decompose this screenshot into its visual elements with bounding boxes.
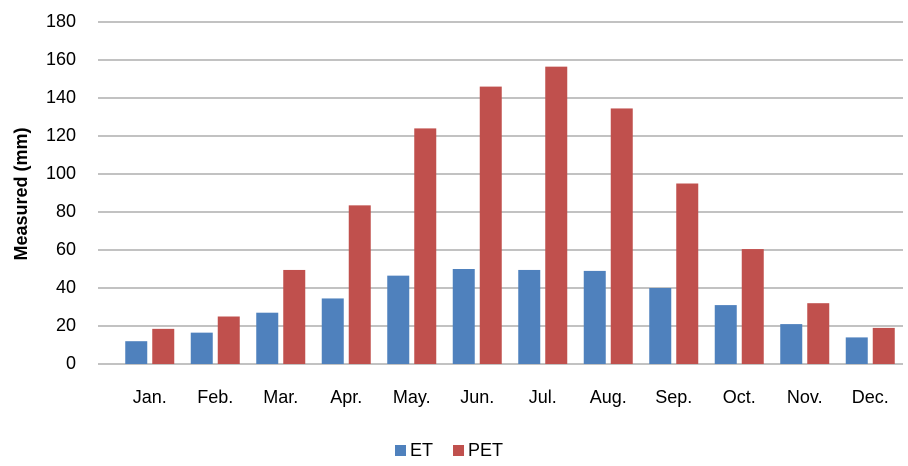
bar [414,128,437,364]
x-tick-label: Dec. [852,387,889,407]
bar [714,305,737,364]
bar [348,205,371,364]
bar [676,183,699,364]
legend-label: ET [410,440,433,460]
bar [545,66,568,365]
y-tick-label: 120 [46,125,76,145]
y-axis-title: Measured (mm) [11,127,31,260]
x-tick-label: Aug. [590,387,627,407]
y-tick-label: 100 [46,163,76,183]
bar [741,249,764,364]
x-tick-label: Jan. [133,387,167,407]
y-tick-label: 180 [46,11,76,31]
x-tick-label: Jun. [460,387,494,407]
bar [256,312,279,364]
bar [872,327,895,364]
x-tick-label: May. [393,387,431,407]
x-tick-label: Apr. [330,387,362,407]
bar [125,341,148,364]
x-tick-label: Oct. [723,387,756,407]
x-tick-label: Sep. [655,387,692,407]
y-tick-label: 40 [56,277,76,297]
bar [217,316,240,364]
legend-swatch [395,445,406,456]
bar [583,270,606,364]
bar [518,269,541,364]
y-tick-label: 60 [56,239,76,259]
bar [807,303,830,364]
bar [649,288,672,364]
bar [283,269,306,364]
legend-label: PET [468,440,503,460]
bar [610,108,633,364]
y-tick-label: 140 [46,87,76,107]
bar [321,298,344,364]
legend-swatch [453,445,465,456]
x-tick-label: Jul. [529,387,557,407]
y-tick-label: 80 [56,201,76,221]
y-tick-label: 0 [66,353,76,373]
bar [387,275,410,364]
x-tick-label: Mar. [263,387,298,407]
x-tick-label: Feb. [197,387,233,407]
bar [452,269,475,364]
x-tick-label: Nov. [787,387,823,407]
bar [780,324,803,364]
y-tick-label: 20 [56,315,76,335]
bar [152,328,175,364]
y-tick-label: 160 [46,49,76,69]
bar [845,337,868,364]
bar [190,332,213,364]
bar [479,86,502,364]
